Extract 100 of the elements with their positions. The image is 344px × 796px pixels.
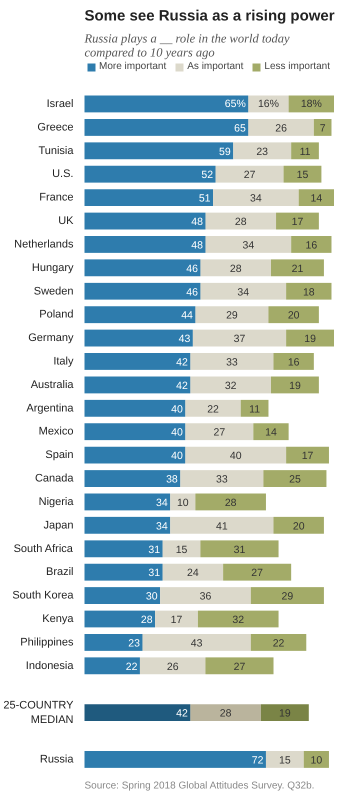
bar [84,470,180,487]
data-label: 22 [207,403,220,416]
bar [286,446,329,464]
data-label: 28 [234,216,247,228]
y-tick-label: Argentina [26,402,74,414]
bar [268,306,319,324]
y-tick-label: Indonesia [26,660,74,672]
data-label: 11 [249,403,260,416]
data-label: 33 [226,356,238,368]
bar [84,423,186,440]
data-label: 31 [148,567,160,580]
bar [205,657,274,674]
data-label: 23 [128,637,140,650]
bar [190,376,271,394]
y-tick-label: Nigeria [38,496,74,508]
bar [84,751,266,768]
data-label: 14 [310,192,322,205]
data-label: 15 [279,754,291,766]
bar [198,610,279,628]
bar [155,610,198,628]
bar [298,189,334,206]
y-tick-label: U.S. [52,168,74,180]
data-label: 18 [302,286,315,298]
bar [190,704,261,722]
y-tick-label: Sweden [34,285,74,298]
data-label: 51 [198,192,211,205]
bar [84,330,193,347]
y-tick-label: Spain [45,449,74,462]
y-tick-label: Netherlands [14,238,74,250]
legend-label: As important [187,61,244,72]
data-label: 34 [250,192,262,205]
data-label: 65% [224,98,246,110]
data-label: 42 [176,708,188,720]
data-label: 22 [272,637,285,650]
data-label: 22 [126,660,138,673]
bar [271,259,324,276]
bar [271,376,319,394]
bar [200,259,271,276]
data-label: 29 [282,590,294,603]
data-label: 25 [289,474,301,486]
y-tick-label: UK [58,215,74,228]
data-label: 24 [187,567,199,580]
y-tick-label: Poland [39,308,74,321]
data-label: 11 [300,146,311,158]
bar [276,212,319,230]
data-label: 15 [176,544,188,556]
y-tick-label: Canada [34,472,74,485]
data-label: 16 [288,356,300,368]
bar [250,634,306,651]
bar [84,400,186,417]
data-label: 28 [140,614,153,626]
bar [190,353,274,370]
data-label: 20 [292,520,305,532]
data-label: 44 [181,310,194,322]
bar [170,516,274,534]
bar [84,376,190,394]
chart-title: Some see Russia as a rising power [84,8,335,24]
bar [291,142,319,160]
bar [84,189,214,206]
data-label: 40 [171,450,183,462]
data-label: 42 [176,380,188,392]
bar [84,96,248,112]
data-label: 21 [292,262,304,275]
data-label: 30 [146,590,158,603]
bar [84,306,196,324]
y-tick-label: Israel [46,98,74,110]
bar [286,330,334,347]
data-label: 7 [320,122,326,134]
bar [288,96,334,112]
y-tick-label: Hungary [32,262,74,274]
data-label: 26 [275,122,288,134]
data-label: 37 [234,333,246,346]
bar [180,470,264,487]
data-label: 19 [289,380,301,392]
y-tick-label: Kenya [42,612,74,625]
data-label: 18% [300,98,322,110]
bar [84,118,248,136]
data-label: 19 [279,708,291,720]
data-label: 46 [186,262,198,275]
y-tick-label: Russia [40,753,74,766]
data-label: 10 [176,496,189,509]
bar [200,282,286,300]
data-label: 29 [226,310,238,322]
bar [314,118,332,136]
data-label: 31 [234,544,246,556]
bar [84,657,140,674]
data-label: 72 [252,754,264,766]
bar [170,494,196,510]
data-label: 16 [305,239,318,252]
bar [263,470,326,487]
bar [162,564,224,581]
data-label: 33 [216,474,228,486]
data-label: 28 [224,496,237,509]
y-tick-label: Philippines [20,636,74,648]
bar [162,540,200,558]
bar [84,540,163,558]
bar [213,189,299,206]
bar [291,236,332,253]
bar [195,494,266,510]
data-label: 31 [148,544,160,556]
